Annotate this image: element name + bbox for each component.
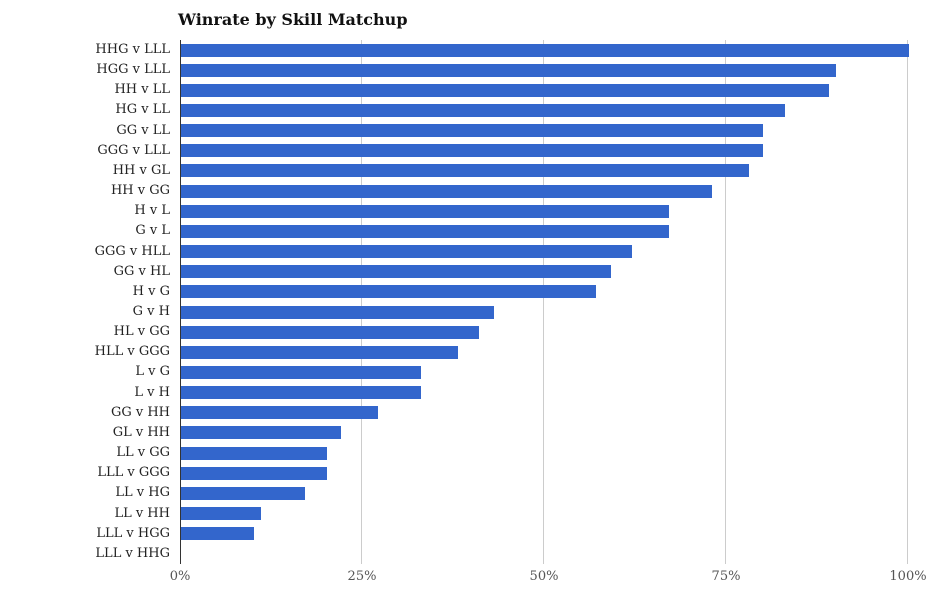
x-tick-label: 0% <box>169 569 191 584</box>
gridline-25 <box>361 40 362 564</box>
category-label: HH v LL <box>114 82 170 98</box>
bar-ll-v-hh[interactable] <box>181 507 262 521</box>
bar-row <box>180 40 909 60</box>
category-label: GGG v HLL <box>94 243 170 259</box>
chart-title: Winrate by Skill Matchup <box>178 10 408 29</box>
category-label: L v H <box>134 384 170 400</box>
category-label: HH v GL <box>112 162 170 178</box>
bar-row <box>180 181 908 201</box>
bar-row <box>180 60 908 80</box>
bar-row <box>180 141 908 161</box>
bar-row <box>180 322 908 342</box>
category-label: G v L <box>135 223 170 239</box>
category-label: GGG v LLL <box>97 142 170 158</box>
bar-row <box>180 362 908 382</box>
gridline-100 <box>907 40 908 564</box>
x-tick-label: 25% <box>347 569 377 584</box>
bar-ggg-v-lll[interactable] <box>181 144 764 158</box>
bar-hh-v-gl[interactable] <box>181 164 749 178</box>
category-label: GG v HL <box>113 263 170 279</box>
bar-lll-v-hgg[interactable] <box>181 527 254 541</box>
bar-row <box>180 524 908 544</box>
bar-g-v-l[interactable] <box>181 224 669 238</box>
bar-h-v-l[interactable] <box>181 204 669 218</box>
category-label: L v G <box>135 364 170 380</box>
x-tick-label: 75% <box>711 569 741 584</box>
bar-row <box>180 221 908 241</box>
category-label: HLL v GGG <box>94 344 170 360</box>
plot-area <box>180 40 909 564</box>
category-label: HG v LL <box>115 102 170 118</box>
bar-row <box>180 463 908 483</box>
bar-row <box>180 443 908 463</box>
bar-row <box>180 282 908 302</box>
bar-row <box>180 80 908 100</box>
bar-row <box>180 161 908 181</box>
category-label: HHG v LLL <box>95 42 170 57</box>
bar-ll-v-hg[interactable] <box>181 486 305 500</box>
bar-row <box>180 242 908 262</box>
bar-lll-v-ggg[interactable] <box>181 466 327 480</box>
bar-gg-v-hl[interactable] <box>181 265 611 279</box>
bar-row <box>180 383 908 403</box>
bar-hll-v-ggg[interactable] <box>181 345 458 359</box>
bar-row <box>180 100 908 120</box>
category-label: HL v GG <box>113 324 170 340</box>
bar-gl-v-hh[interactable] <box>181 426 342 440</box>
category-label: LLL v HGG <box>96 525 170 541</box>
y-axis-baseline <box>180 40 181 564</box>
bar-h-v-g[interactable] <box>181 285 596 299</box>
bar-l-v-g[interactable] <box>181 366 422 380</box>
bar-g-v-h[interactable] <box>181 305 495 319</box>
category-label: G v H <box>132 304 170 319</box>
x-tick-label: 100% <box>889 569 927 584</box>
category-label: GG v HH <box>110 404 170 420</box>
bar-hgg-v-lll[interactable] <box>181 63 837 77</box>
x-axis: 0% 25% 50% 75% 100% <box>170 569 927 589</box>
bar-ll-v-gg[interactable] <box>181 446 327 460</box>
bar-row <box>180 262 908 282</box>
bar-hh-v-ll[interactable] <box>181 83 829 97</box>
bar-gg-v-ll[interactable] <box>181 124 764 138</box>
bar-row <box>180 423 908 443</box>
category-label: LLL v HHG <box>95 545 170 561</box>
bar-row <box>180 504 908 524</box>
bar-row <box>180 544 908 564</box>
bar-hhg-v-lll[interactable] <box>181 43 909 57</box>
category-label: H v L <box>134 203 170 219</box>
category-axis: HHG v LLL HGG v LLL HH v LL HG v LL GG v LL G… <box>0 40 170 564</box>
bar-hg-v-ll[interactable] <box>181 104 786 118</box>
bar-row <box>180 201 908 221</box>
bar-row <box>180 302 908 322</box>
bar-row <box>180 342 908 362</box>
bar-hh-v-gg[interactable] <box>181 184 713 198</box>
x-tick-label: 50% <box>529 569 559 584</box>
gridline-75 <box>725 40 726 564</box>
category-label: LLL v GGG <box>97 465 170 481</box>
category-label: HH v GG <box>110 183 170 199</box>
bar-gg-v-hh[interactable] <box>181 406 378 420</box>
category-label: H v G <box>132 283 170 299</box>
bar-hl-v-gg[interactable] <box>181 325 480 339</box>
gridline-50 <box>543 40 544 564</box>
category-label: LL v GG <box>116 445 170 461</box>
category-label: GG v LL <box>116 122 170 138</box>
category-label: GL v HH <box>112 424 170 440</box>
category-label: LL v HH <box>114 505 170 521</box>
category-label: HGG v LLL <box>96 62 170 78</box>
bar-row <box>180 121 908 141</box>
bar-row <box>180 483 908 503</box>
category-label: LL v HG <box>115 485 170 501</box>
bar-row <box>180 403 908 423</box>
bar-ggg-v-hll[interactable] <box>181 245 633 259</box>
bar-l-v-h[interactable] <box>181 386 422 400</box>
